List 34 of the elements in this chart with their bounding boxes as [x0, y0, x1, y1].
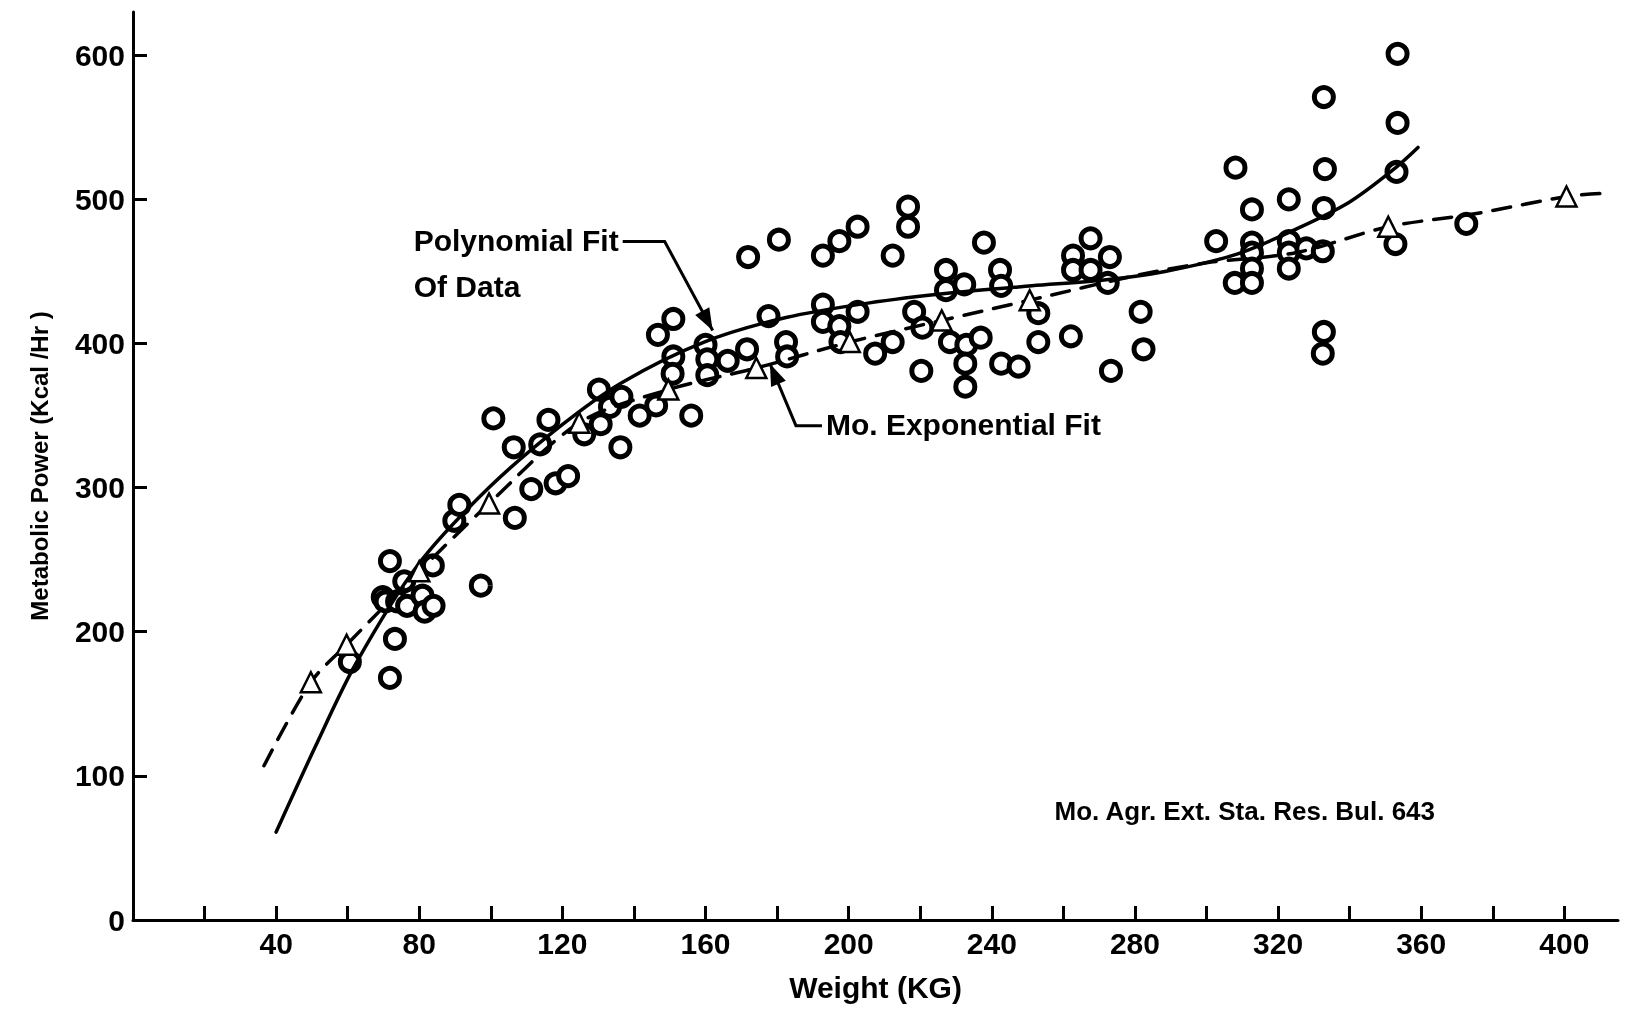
y-tick-label: 200 — [74, 615, 125, 649]
point — [477, 492, 501, 515]
annotation: Polynomial Fit Of Data — [413, 224, 619, 304]
x-tick-label: 240 — [966, 926, 1017, 960]
annotation: Mo. Agr. Ext. Sta. Res. Bul. 643 — [1054, 796, 1436, 826]
x-tick-label: 40 — [259, 926, 293, 960]
point — [299, 670, 323, 694]
y-tick-label: 300 — [74, 471, 125, 505]
x-axis-title: Weight (KG) — [789, 970, 962, 1004]
point — [1377, 215, 1400, 238]
point — [657, 378, 680, 401]
x-tick-label: 280 — [1109, 926, 1160, 960]
point — [1555, 185, 1578, 208]
x-tick-label: 160 — [680, 926, 731, 960]
point — [930, 309, 953, 332]
x-tick-label: 80 — [402, 926, 436, 960]
y-tick-label: 100 — [74, 759, 125, 793]
x-tick-label: 400 — [1539, 926, 1590, 960]
x-tick-label: 360 — [1396, 926, 1447, 960]
y-tick-label: 500 — [74, 182, 125, 216]
y-axis-title: Metabolic Power (Kcal /Hr ) — [25, 311, 53, 621]
x-tick-label: 120 — [537, 926, 588, 960]
x-tick-label: 200 — [823, 926, 874, 960]
point — [567, 411, 591, 435]
x-tick-label: 320 — [1253, 926, 1304, 960]
point — [335, 633, 358, 656]
y-tick-label: 600 — [74, 38, 125, 72]
y-tick-label: 0 — [108, 903, 125, 937]
point — [745, 356, 768, 380]
point — [838, 330, 861, 354]
point — [408, 559, 431, 583]
y-tick-label: 400 — [74, 326, 125, 360]
point — [1018, 289, 1041, 312]
annotation: Mo. Exponential Fit — [825, 408, 1101, 442]
